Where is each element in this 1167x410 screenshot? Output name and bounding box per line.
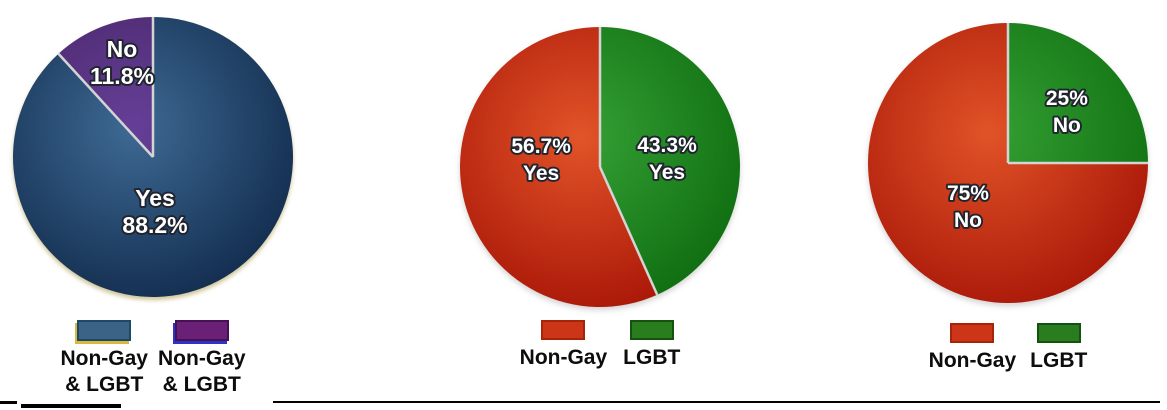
slice-label: 75% No	[947, 182, 989, 232]
slice-separator	[598, 166, 659, 296]
pie-slice	[58, 17, 154, 157]
legend-label: LGBT	[1030, 349, 1088, 372]
bottom-rule-long	[273, 401, 1160, 403]
pie-combined-sample: Yes 88.2% No 11.8%	[8, 12, 298, 302]
pie-slice	[600, 27, 741, 295]
pie-no-comparison: 25% No 75% No	[863, 18, 1153, 308]
legend-label: Non-Gay	[519, 346, 608, 369]
legend-swatch	[77, 320, 132, 341]
legend-swatch	[541, 320, 586, 340]
legend-label: Non-Gay & LGBT	[158, 347, 246, 396]
slice-separator	[57, 52, 154, 158]
legend-item: LGBT	[623, 320, 680, 371]
legend-swatch	[950, 323, 995, 343]
legend-label: LGBT	[623, 346, 681, 369]
legend-item: Non-Gay	[519, 320, 608, 371]
pie-svg: Yes 88.2% No 11.8%	[12, 17, 293, 298]
legend-no-comparison: Non-Gay LGBT	[863, 323, 1153, 374]
legend-item: Non-Gay & LGBT	[60, 320, 148, 398]
pie-yes-comparison: 43.3% Yes 56.7% Yes	[455, 22, 745, 312]
slice-label: 43.3% Yes	[637, 134, 697, 184]
slice-label: No 11.8%	[90, 36, 154, 89]
pie-svg: 43.3% Yes 56.7% Yes	[460, 27, 741, 307]
bottom-rule-left-short	[0, 401, 17, 404]
bottom-rule-left-thick	[21, 404, 121, 408]
legend-label: Non-Gay	[928, 349, 1017, 372]
slice-label: 56.7% Yes	[511, 135, 571, 185]
legend-item: LGBT	[1030, 323, 1087, 374]
legend-item: Non-Gay	[928, 323, 1017, 374]
pie-slice	[460, 27, 658, 307]
slice-label: Yes 88.2%	[122, 185, 187, 238]
legend-label: Non-Gay & LGBT	[60, 347, 148, 396]
pie-svg: 25% No 75% No	[868, 23, 1148, 303]
legend-combined-sample: Non-Gay & LGBT Non-Gay & LGBT	[8, 320, 298, 398]
legend-swatch	[629, 320, 674, 340]
pie-slice	[1008, 23, 1148, 163]
legend-item: Non-Gay & LGBT	[158, 320, 246, 398]
legend-yes-comparison: Non-Gay LGBT	[455, 320, 745, 371]
legend-swatch	[174, 320, 229, 341]
legend-swatch	[1036, 323, 1081, 343]
slice-label: 25% No	[1046, 87, 1088, 137]
